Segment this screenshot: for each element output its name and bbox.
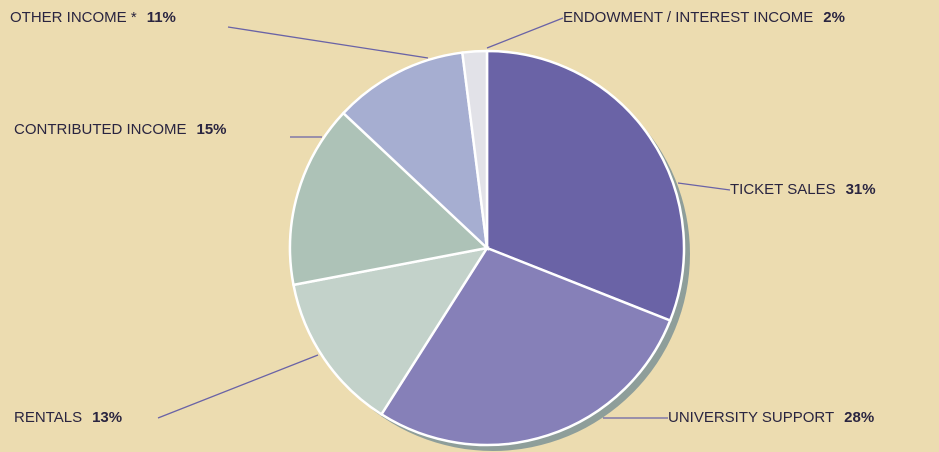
slice-value-label: 15%: [197, 121, 227, 138]
pie-slice: [288, 111, 490, 287]
slice-value-label: 2%: [823, 9, 845, 26]
leader-line: [227, 26, 429, 59]
leader-line: [157, 354, 319, 419]
pie-slice: [485, 49, 686, 323]
slice-label: CONTRIBUTED INCOME: [14, 121, 187, 138]
slice-value-label: 28%: [844, 409, 874, 426]
leader-line: [677, 182, 731, 191]
pie-slice: [341, 51, 489, 252]
leader-line: [486, 17, 564, 49]
slice-label: OTHER INCOME *: [10, 9, 137, 26]
pie-slice: [460, 49, 489, 249]
pie-slice: [292, 246, 490, 417]
slice-label: ENDOWMENT / INTEREST INCOME: [563, 9, 813, 26]
slice-label: TICKET SALES: [730, 181, 836, 198]
slice-value-label: 13%: [92, 409, 122, 426]
slice-value-label: 31%: [846, 181, 876, 198]
slice-value-label: 11%: [147, 9, 176, 26]
pie-slice: [379, 246, 672, 447]
slice-label: RENTALS: [14, 409, 82, 426]
slice-label: UNIVERSITY SUPPORT: [668, 409, 834, 426]
